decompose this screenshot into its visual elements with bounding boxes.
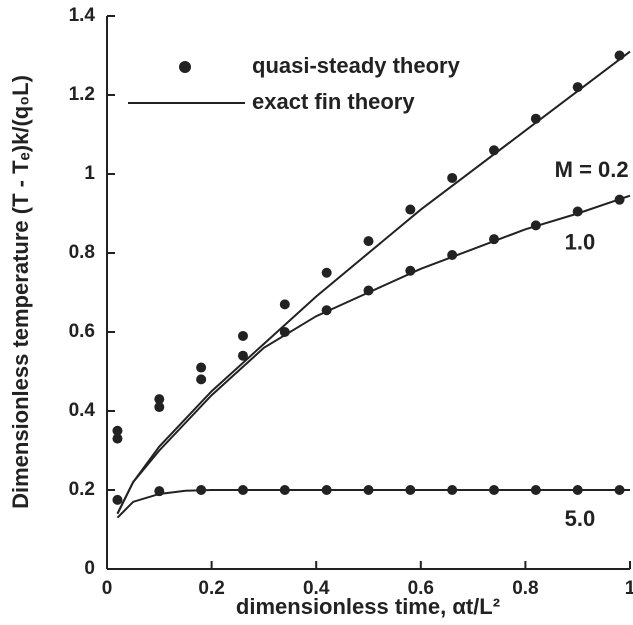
legend-label: exact fin theory <box>252 89 415 114</box>
data-point <box>237 350 248 361</box>
y-tick-label: 1.4 <box>69 5 96 26</box>
legend-marker <box>179 61 191 73</box>
y-tick-label: 1 <box>84 163 95 184</box>
data-point <box>196 362 207 373</box>
data-point <box>363 236 374 247</box>
data-point <box>112 494 123 505</box>
y-tick-label: 0.8 <box>69 242 95 263</box>
data-point <box>321 267 332 278</box>
data-point <box>112 433 123 444</box>
fin-line <box>116 489 630 519</box>
fin-line <box>116 194 631 515</box>
legend-label: quasi-steady theory <box>252 53 461 78</box>
x-tick-label: 0 <box>102 578 113 599</box>
series-label: M = 0.2 <box>555 157 629 182</box>
y-tick-label: 0.6 <box>69 321 95 342</box>
y-tick-label: 0.2 <box>69 479 95 500</box>
data-point <box>154 394 165 405</box>
x-tick-label: 0.2 <box>198 578 224 599</box>
series-label: 5.0 <box>565 506 596 531</box>
x-tick-label: 0.8 <box>512 578 538 599</box>
x-axis-label: dimensionless time, αt/L² <box>236 594 500 619</box>
data-point <box>196 374 207 385</box>
y-tick-label: 0.4 <box>69 400 96 421</box>
x-tick-label: 1 <box>625 578 633 599</box>
x-tick-label: 0.4 <box>303 578 330 599</box>
fin-line <box>116 50 631 515</box>
data-point <box>112 425 123 436</box>
series-label: 1.0 <box>565 229 596 254</box>
data-point <box>237 330 248 341</box>
y-axis-label: Dimensionless temperature (T - Tₑ)k/(q₀L… <box>8 75 33 509</box>
data-point <box>447 172 458 183</box>
data-point <box>279 299 290 310</box>
data-point <box>154 402 165 413</box>
x-tick-label: 0.6 <box>408 578 434 599</box>
y-tick-label: 0 <box>84 558 95 579</box>
y-tick-label: 1.2 <box>69 84 95 105</box>
data-point <box>405 204 416 215</box>
